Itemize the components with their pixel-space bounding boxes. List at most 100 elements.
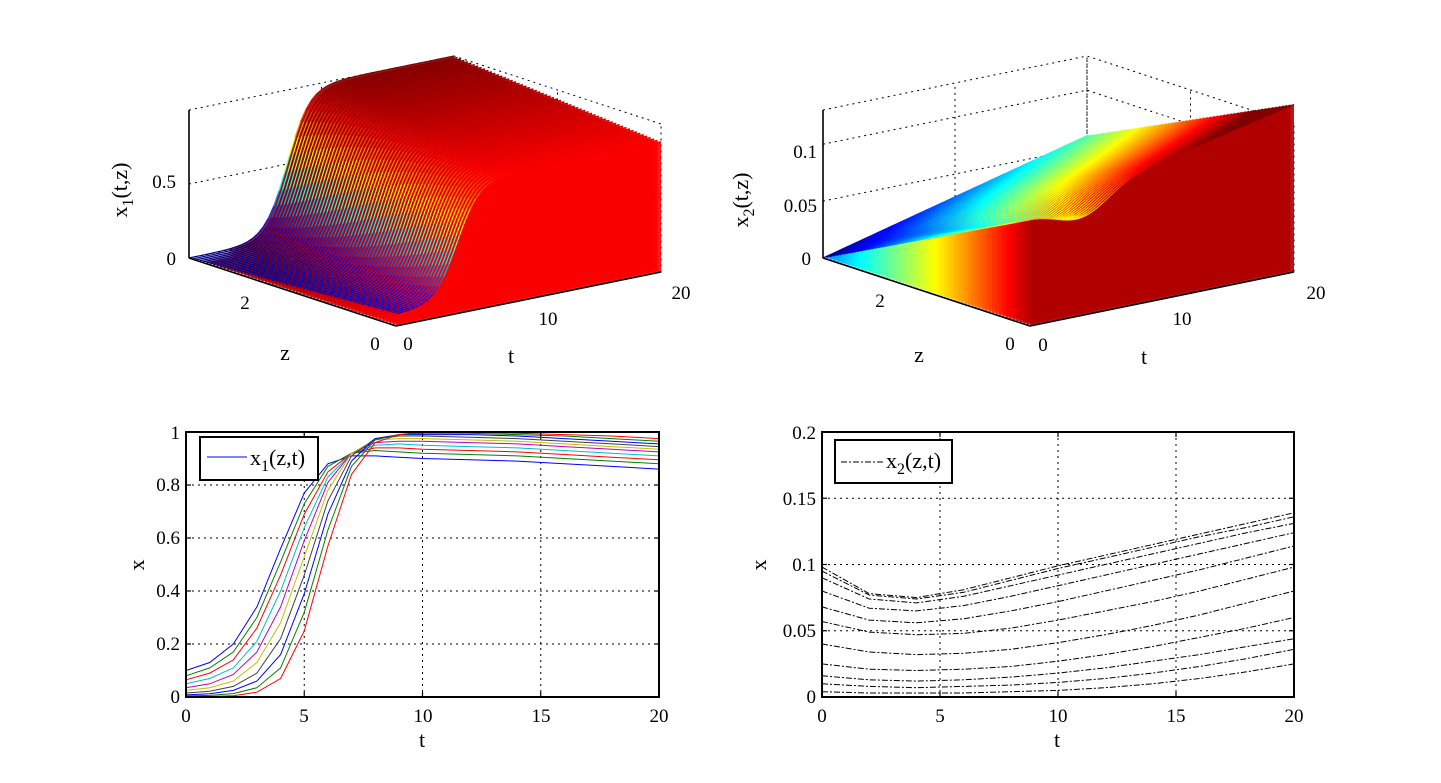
surface-x1-mesh-seg-1-26: [329, 84, 336, 88]
surface-x1-mesh-seg-36-20: [418, 143, 425, 149]
surface-x1-mesh-seg-21-0: [261, 275, 267, 279]
surface-x2-mesh-seg-8-7: [887, 235, 894, 239]
surface-x1-mesh-seg-53-36: [562, 145, 569, 148]
surface-x1-mesh-seg-3-30: [358, 80, 364, 84]
surface-x1-mesh-seg-3-21: [310, 110, 317, 123]
surface-x2-mesh-seg-5-37: [1035, 161, 1042, 166]
surface-x1-mesh-seg-60-46: [639, 144, 646, 147]
surface-x1-mesh-seg-18-18: [345, 146, 353, 162]
surface-x2-mesh-seg-34-42: [1161, 133, 1168, 138]
surface-x1-mesh-seg-26-26: [416, 118, 422, 121]
surface-x1-mesh-seg-37-30: [475, 128, 482, 132]
surface-x1-mesh-seg-36-13: [381, 215, 388, 233]
surface-x1-mesh-seg-38-0: [319, 291, 326, 294]
surface-x2-mesh-seg-19-47: [1136, 130, 1143, 134]
surface-x2-mesh-seg-9-16: [938, 211, 945, 216]
surface-x1-mesh-seg-39-15: [402, 183, 409, 199]
surface-x2-mesh-seg-25-14: [982, 210, 989, 216]
surface-x1-mesh-seg-41-43: [558, 120, 564, 123]
surface-x1-mesh-seg-53-30: [530, 151, 537, 154]
surface-x1-mesh-seg-51-36: [555, 142, 562, 145]
surface-x1-mesh-seg-32-34: [479, 117, 486, 120]
surface-x2-mesh-seg-5-33: [1014, 171, 1021, 175]
surface-x2-mesh-seg-1-47: [1074, 139, 1081, 144]
surface-x2-mesh-seg-27-35: [1100, 154, 1107, 158]
surface-x1-mesh-seg-7-24: [340, 96, 346, 102]
surface-x1-mesh-seg-25-26: [412, 116, 419, 120]
surface-x1-mesh-seg-4-22: [318, 103, 326, 112]
surface-x2-mesh-seg-22-10: [951, 224, 958, 229]
surface-x2-mesh-seg-5-32: [1008, 173, 1015, 178]
surface-x2-mesh-seg-20-25: [1023, 181, 1030, 186]
surface-x1-mesh-seg-0-30: [347, 76, 354, 79]
surface-x1-mesh-seg-60-35: [581, 156, 587, 159]
surface-x1-mesh-seg-52-5: [394, 294, 401, 299]
surface-x2-mesh-seg-9-3: [869, 243, 876, 247]
surface-x2-mesh-seg-35-28: [1091, 165, 1098, 170]
surface-x1-mesh-seg-22-12: [327, 236, 335, 248]
surface-x1-mesh-seg-9-23: [341, 102, 348, 109]
surface-x1-mesh-seg-24-26: [409, 115, 416, 118]
surface-x2-mesh-seg-27-37: [1111, 149, 1118, 153]
surface-x1-mesh-seg-58-43: [616, 144, 623, 148]
surface-x1-mesh-seg-28-17: [375, 159, 382, 173]
surface-x1-mesh-seg-52-42: [590, 137, 597, 140]
surface-x1-mesh-seg-56-24: [509, 162, 515, 166]
surface-x1-mesh-seg-30-5: [318, 277, 325, 281]
surface-x1-mesh-seg-2-25: [328, 88, 335, 93]
surface-x1-mesh-seg-50-2: [371, 299, 378, 303]
surface-x1-mesh-seg-12-36: [421, 86, 427, 89]
surface-x2-mesh-seg-4-33: [1010, 171, 1017, 176]
surface-x1-mesh-seg-11-11: [284, 243, 291, 250]
surface-x1-mesh-seg-31-22: [412, 131, 419, 136]
surface-x2-mesh-seg-2-30: [988, 180, 994, 184]
surface-x1-mesh-seg-27-28: [430, 116, 436, 120]
surface-x1-mesh-seg-47-17: [440, 168, 448, 176]
surface-x1-mesh-seg-47-19: [451, 159, 458, 165]
surface-x1-mesh-seg-28-6: [317, 273, 323, 277]
surface-x1-mesh-seg-20-24: [384, 113, 391, 117]
surface-x1-mesh-seg-51-16: [449, 177, 456, 187]
surface-x2-mesh-seg-27-32: [1084, 161, 1091, 165]
surface-x1-mesh-seg-26-30: [437, 113, 444, 116]
surface-x2-mesh-seg-29-15: [1001, 205, 1008, 210]
surface-x2-mesh-seg-26-9: [959, 225, 966, 230]
surface-x1-mesh-seg-32-9: [346, 264, 353, 271]
surface-x1-mesh-seg-24-23: [393, 120, 400, 125]
surface-x2-mesh-seg-34-35: [1124, 150, 1131, 154]
surface-x1-mesh-seg-50-35: [546, 142, 553, 145]
surface-x1-mesh-seg-44-23: [462, 147, 469, 150]
surface-x1-mesh-seg-35-23: [431, 134, 438, 139]
surface-x2-mesh-seg-32-30: [1091, 162, 1098, 167]
surface-x1-mesh-seg-1-4: [213, 252, 220, 256]
surface-x2-mesh-seg-16-11: [936, 223, 942, 228]
surface-x1-mesh-seg-60-13: [464, 208, 471, 222]
surface-x2-mesh-seg-12-25: [996, 186, 1002, 191]
surface-x1-mesh-seg-29-28: [437, 119, 443, 123]
surface-x1-mesh-seg-50-23: [483, 155, 489, 159]
surface-x2-mesh-seg-2-25: [961, 192, 968, 197]
surface-x1-mesh-seg-18-14: [324, 211, 332, 226]
surface-x2-mesh-seg-22-13: [967, 215, 974, 220]
surface-x1-mesh-seg-55-19: [479, 169, 486, 174]
surface-x2-mesh-seg-6-38: [1044, 158, 1050, 163]
surface-x2-mesh-seg-4-1: [841, 250, 848, 254]
surface-x1-mesh-seg-31-34: [476, 115, 482, 119]
surface-x2-mesh-seg-34-31: [1103, 159, 1110, 163]
surface-x2-mesh-seg-21-11: [953, 221, 960, 226]
surface-x1-mesh-seg-39-1: [328, 291, 335, 294]
surface-x1-mesh-seg-8-13: [284, 227, 292, 237]
surface-x1-mesh-seg-43-31: [501, 136, 508, 139]
surface-x2-mesh-seg-14-35: [1055, 161, 1062, 165]
surface-x1-mesh-seg-16-14: [317, 212, 325, 227]
surface-x1-mesh-seg-40-24: [454, 140, 460, 143]
surface-x2-mesh-seg-28-42: [1141, 137, 1147, 141]
surface-x1-mesh-seg-8-12: [279, 236, 286, 244]
surface-x1-mesh-seg-37-9: [363, 265, 371, 273]
surface-x1-mesh-seg-48-6: [386, 287, 393, 293]
surface-x1-mesh-seg-6-15: [288, 202, 296, 217]
surface-x1-mesh-seg-17-45: [486, 84, 492, 87]
surface-x1-mesh-seg-11-42: [449, 78, 455, 81]
surface-x2-mesh-seg-28-12: [982, 216, 989, 221]
surface-x1-mesh-seg-46-37: [543, 134, 550, 137]
